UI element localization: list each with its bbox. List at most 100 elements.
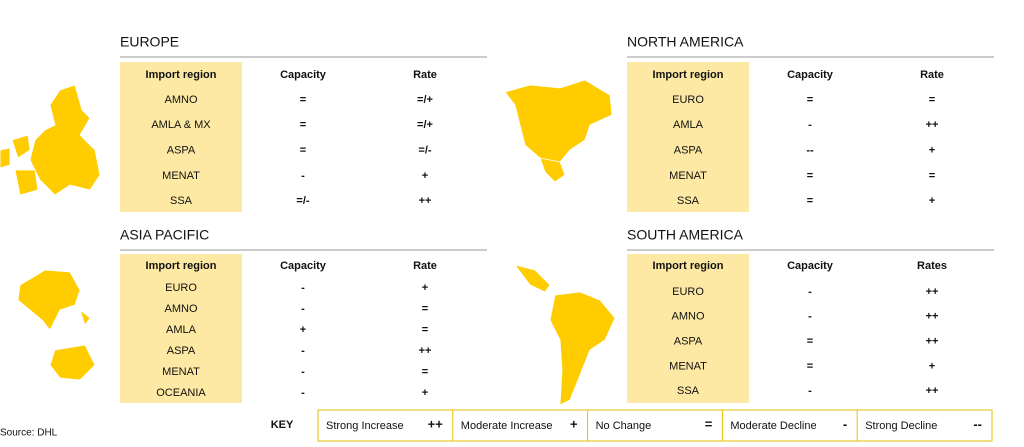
column-header: Rate <box>920 69 944 81</box>
trend-symbol: ++ <box>926 311 939 323</box>
trend-symbol: - <box>808 311 812 323</box>
import-region: ASPA <box>167 345 196 357</box>
import-region: AMLA <box>166 324 197 336</box>
column-header: Import region <box>653 69 724 81</box>
column-header: Capacity <box>787 69 834 81</box>
trend-symbol: - <box>301 303 305 315</box>
region-title: NORTH AMERICA <box>627 34 744 50</box>
trend-symbol: ++ <box>419 195 432 207</box>
column-header: Import region <box>653 260 724 272</box>
trend-symbol: + <box>422 282 428 294</box>
key-symbol: = <box>705 416 713 431</box>
trend-symbol: = <box>300 145 306 157</box>
import-region: SSA <box>677 195 700 207</box>
column-header: Capacity <box>787 260 834 272</box>
trend-symbol: ++ <box>419 345 432 357</box>
import-region: OCEANIA <box>156 387 206 399</box>
key-label: Moderate Decline <box>730 420 816 432</box>
import-region: MENAT <box>669 170 707 182</box>
trend-symbol: = <box>422 303 428 315</box>
trend-symbol: = <box>807 94 813 106</box>
import-region: AMNO <box>672 311 705 323</box>
import-region: AMNO <box>165 303 198 315</box>
trend-symbol: ++ <box>926 336 939 348</box>
trend-symbol: =/- <box>296 195 309 207</box>
key-symbol: -- <box>973 416 982 431</box>
trend-symbol: + <box>422 170 428 182</box>
key-symbol: + <box>570 416 578 431</box>
key-symbol: ++ <box>428 416 444 431</box>
trend-symbol: = <box>929 94 935 106</box>
trend-symbol: = <box>300 119 306 131</box>
trend-symbol: - <box>808 385 812 397</box>
trend-symbol: ++ <box>926 286 939 298</box>
import-region: AMNO <box>165 94 198 106</box>
column-header: Capacity <box>280 260 327 272</box>
region-title: ASIA PACIFIC <box>120 227 209 243</box>
trend-symbol: =/- <box>418 145 431 157</box>
key-label: Strong Increase <box>326 420 404 432</box>
region-title: SOUTH AMERICA <box>627 227 744 243</box>
import-region: MENAT <box>162 170 200 182</box>
import-region: EURO <box>672 94 704 106</box>
north-america-map <box>504 79 613 183</box>
import-region-column <box>120 62 242 212</box>
trend-symbol: + <box>300 324 306 336</box>
key-title: KEY <box>271 419 294 431</box>
trend-symbol: -- <box>806 145 814 157</box>
trend-symbol: = <box>300 94 306 106</box>
trend-symbol: = <box>807 360 813 372</box>
import-region: ASPA <box>167 145 196 157</box>
key-symbol: - <box>843 416 847 431</box>
key-label: No Change <box>596 420 652 432</box>
trend-symbol: = <box>807 170 813 182</box>
import-region: MENAT <box>669 360 707 372</box>
import-region: AMLA & MX <box>151 119 211 131</box>
key-label: Moderate Increase <box>461 420 553 432</box>
import-region-column <box>627 254 749 403</box>
trend-symbol: - <box>301 345 305 357</box>
trend-symbol: + <box>929 360 935 372</box>
key-box <box>317 409 993 442</box>
column-header: Rate <box>413 260 437 272</box>
trend-symbol: ++ <box>926 385 939 397</box>
trend-symbol: - <box>301 282 305 294</box>
trend-symbol: - <box>808 286 812 298</box>
south-america-map <box>514 264 616 406</box>
import-region-column <box>627 62 749 212</box>
import-region-column <box>120 254 242 403</box>
trend-symbol: = <box>422 324 428 336</box>
source-note: Source: DHL <box>0 428 58 439</box>
import-region: EURO <box>672 286 704 298</box>
trend-symbol: =/+ <box>417 119 433 131</box>
column-header: Rate <box>413 69 437 81</box>
import-region: MENAT <box>162 366 200 378</box>
europe-map <box>0 84 101 196</box>
trend-symbol: - <box>301 366 305 378</box>
column-header: Import region <box>146 69 217 81</box>
region-title: EUROPE <box>120 34 179 50</box>
import-region: EURO <box>165 282 197 294</box>
trend-symbol: = <box>807 336 813 348</box>
import-region: ASPA <box>674 336 703 348</box>
import-region: SSA <box>677 385 700 397</box>
trend-symbol: + <box>929 195 935 207</box>
trend-symbol: - <box>808 119 812 131</box>
trend-symbol: =/+ <box>417 94 433 106</box>
asia-pacific-map <box>17 269 96 381</box>
column-header: Import region <box>146 260 217 272</box>
trend-symbol: - <box>301 387 305 399</box>
import-region: SSA <box>170 195 193 207</box>
trend-symbol: ++ <box>926 119 939 131</box>
import-region: ASPA <box>674 145 703 157</box>
trend-symbol: + <box>929 145 935 157</box>
trend-symbol: - <box>301 170 305 182</box>
column-header: Capacity <box>280 69 327 81</box>
import-region: AMLA <box>673 119 704 131</box>
trend-symbol: = <box>929 170 935 182</box>
trend-symbol: + <box>422 387 428 399</box>
trend-symbol: = <box>807 195 813 207</box>
column-header: Rates <box>917 260 947 272</box>
key-label: Strong Decline <box>865 420 937 432</box>
